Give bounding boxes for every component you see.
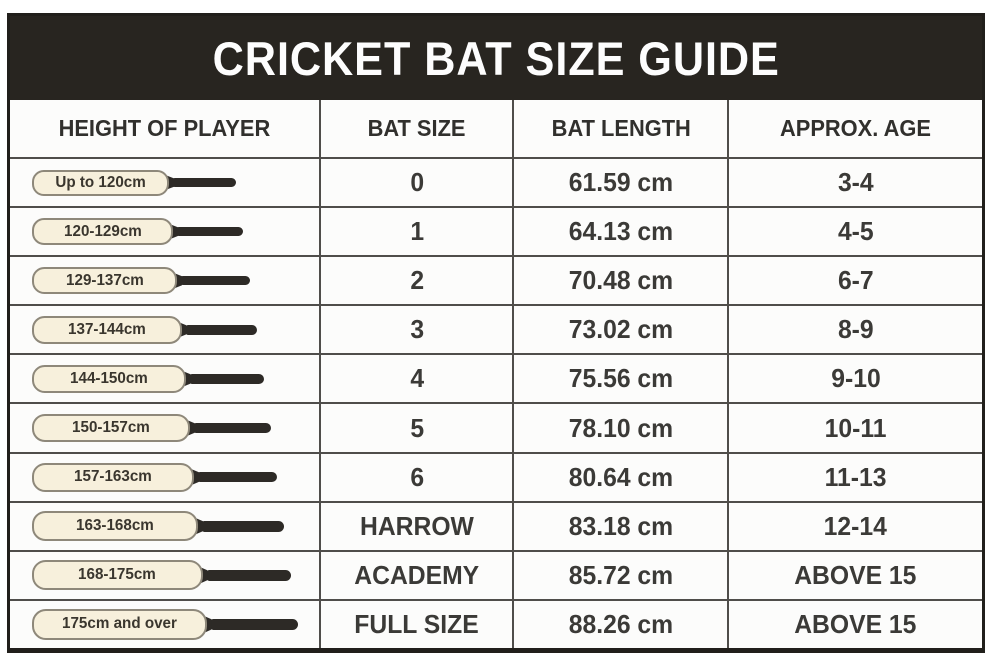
bat-length-cell: 64.13 cm (514, 208, 730, 256)
bat-size-cell: 1 (321, 208, 515, 256)
cricket-bat-icon: Up to 120cm (32, 169, 236, 196)
height-range-label: 120-129cm (63, 222, 142, 240)
bat-length-cell: 75.56 cm (514, 355, 730, 403)
bat-size-cell: HARROW (321, 502, 515, 550)
approx-age-cell: 12-14 (824, 510, 888, 541)
approx-age-cell: 10-11 (824, 412, 887, 443)
page-title: CRICKET BAT SIZE GUIDE (212, 31, 780, 85)
bat-length-cell: 80.64 cm (514, 453, 730, 501)
column-header-height-of-player: HEIGHT OF PLAYER (10, 100, 322, 157)
bat-size-cell: 4 (321, 355, 515, 403)
approx-age-cell: 4-5 (837, 216, 874, 247)
bat-handle (183, 418, 271, 438)
height-range-label: 157-163cm (74, 468, 152, 486)
approx-age-cell: 8-9 (837, 314, 874, 345)
cricket-bat-icon: 120-129cm (32, 218, 243, 245)
table-row: Up to 120cm 0 61.59 cm 3-4 (10, 159, 982, 209)
bat-size-cell: FULL SIZE (321, 600, 515, 648)
cricket-bat-icon: 175cm and over (32, 609, 299, 640)
bat-size-cell: 6 (321, 453, 515, 501)
table-body: Up to 120cm 0 61.59 cm 3-4 120-129cm (10, 159, 982, 648)
table-row: 144-150cm 4 75.56 cm 9-10 (10, 355, 982, 405)
cricket-bat-icon: 168-175cm (32, 560, 292, 591)
approx-age-cell: 9-10 (830, 363, 881, 394)
height-of-player-cell: 129-137cm (10, 257, 322, 305)
height-range-label: 144-150cm (70, 369, 148, 387)
height-of-player-cell: 163-168cm (10, 502, 322, 550)
bat-length-cell: 88.26 cm (514, 600, 730, 648)
table-row: 120-129cm 1 64.13 cm 4-5 (10, 208, 982, 258)
title-band: CRICKET BAT SIZE GUIDE (10, 16, 982, 100)
bat-handle (178, 369, 264, 389)
height-of-player-cell: 157-163cm (10, 453, 322, 501)
column-header-bat-length: BAT LENGTH (514, 100, 730, 157)
height-range-label: 175cm and over (61, 615, 177, 633)
bat-length-cell: 73.02 cm (514, 306, 730, 354)
bat-blade: 120-129cm (32, 218, 174, 245)
height-range-label: 163-168cm (76, 517, 155, 535)
bat-blade: 175cm and over (32, 609, 207, 640)
approx-age-cell: ABOVE 15 (794, 559, 917, 590)
bat-length-cell: 61.59 cm (514, 159, 730, 207)
height-of-player-cell: 168-175cm (10, 551, 322, 599)
bat-length-cell: 85.72 cm (514, 551, 730, 599)
bat-blade: 163-168cm (32, 511, 199, 541)
bat-length-cell: 78.10 cm (514, 404, 730, 452)
table-row: 175cm and over FULL SIZE 88.26 cm ABOVE … (10, 600, 982, 648)
approx-age-cell: 6-7 (837, 265, 874, 296)
bat-length-cell: 83.18 cm (514, 502, 730, 550)
bat-handle (199, 614, 299, 635)
cricket-bat-icon: 144-150cm (32, 364, 264, 393)
table-row: 168-175cm ACADEMY 85.72 cm ABOVE 15 (10, 551, 982, 601)
height-of-player-cell: 150-157cm (10, 404, 322, 452)
bat-handle (174, 320, 257, 340)
bat-size-cell: 5 (321, 404, 515, 452)
height-of-player-cell: 137-144cm (10, 306, 322, 354)
column-header-row: HEIGHT OF PLAYER BAT SIZE BAT LENGTH APP… (10, 100, 982, 159)
table-row: 137-144cm 3 73.02 cm 8-9 (10, 306, 982, 356)
table-row: 157-163cm 6 80.64 cm 11-13 (10, 453, 982, 503)
bat-size-cell: 2 (321, 257, 515, 305)
height-of-player-cell: 144-150cm (10, 355, 322, 403)
height-range-label: Up to 120cm (55, 173, 146, 191)
bat-blade: 150-157cm (32, 413, 190, 443)
bat-size-cell: 3 (321, 306, 515, 354)
height-range-label: 150-157cm (72, 419, 150, 437)
cricket-bat-icon: 129-137cm (32, 267, 250, 295)
table-row: 150-157cm 5 78.10 cm 10-11 (10, 404, 982, 454)
height-range-label: 168-175cm (78, 566, 157, 584)
bat-size-cell: ACADEMY (321, 551, 515, 599)
approx-age-cell: ABOVE 15 (794, 608, 917, 639)
bat-blade: 157-163cm (32, 462, 195, 492)
bat-size-cell: 0 (321, 159, 515, 207)
bat-blade: 129-137cm (32, 267, 178, 295)
bat-handle (195, 565, 292, 586)
height-of-player-cell: Up to 120cm (10, 159, 322, 207)
bat-blade: 168-175cm (32, 560, 203, 591)
cricket-bat-icon: 150-157cm (32, 413, 271, 443)
column-header-bat-size: BAT SIZE (321, 100, 515, 157)
bat-blade: Up to 120cm (32, 169, 169, 196)
bat-handle (162, 173, 236, 192)
bat-blade: 137-144cm (32, 316, 182, 344)
bat-length-cell: 70.48 cm (514, 257, 730, 305)
column-header-approx-age: APPROX. AGE (780, 115, 932, 141)
approx-age-cell: 11-13 (824, 461, 887, 492)
height-range-label: 129-137cm (65, 271, 144, 289)
cricket-bat-icon: 157-163cm (32, 462, 278, 492)
height-of-player-cell: 175cm and over (10, 600, 322, 648)
cricket-bat-icon: 163-168cm (32, 511, 285, 541)
height-of-player-cell: 120-129cm (10, 208, 322, 256)
table-row: 129-137cm 2 70.48 cm 6-7 (10, 257, 982, 307)
height-range-label: 137-144cm (67, 320, 146, 338)
approx-age-cell: 3-4 (837, 167, 874, 198)
table-row: 163-168cm HARROW 83.18 cm 12-14 (10, 502, 982, 552)
bat-handle (166, 222, 243, 241)
cricket-bat-icon: 137-144cm (32, 316, 257, 344)
size-guide-table: CRICKET BAT SIZE GUIDE HEIGHT OF PLAYER … (7, 13, 985, 653)
bat-handle (187, 467, 278, 487)
bat-handle (191, 516, 285, 537)
bat-handle (170, 271, 250, 290)
bat-blade: 144-150cm (32, 364, 186, 393)
